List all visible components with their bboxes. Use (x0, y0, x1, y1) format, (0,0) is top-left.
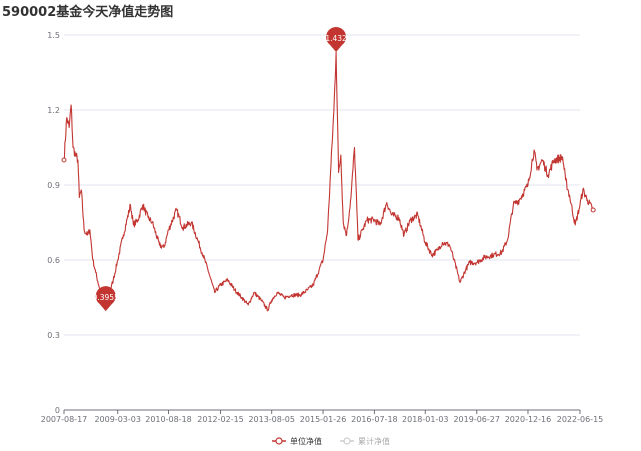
min-pin-shape (95, 286, 116, 312)
series-start-marker (61, 157, 67, 163)
min-pin-label: 0.3955 (93, 293, 119, 302)
legend-label: 累计净值 (358, 436, 390, 446)
x-tick-label: 2007-08-17 (41, 415, 88, 424)
y-tick-label: 0.6 (47, 256, 60, 265)
max-value-pin: 1.432 (325, 27, 347, 52)
min-value-pin: 0.3955 (93, 286, 119, 312)
max-pin-label: 1.432 (325, 34, 347, 43)
x-tick-label: 2009-03-03 (94, 415, 141, 424)
legend-marker (343, 437, 351, 445)
x-tick-label: 2018-01-03 (402, 415, 449, 424)
y-tick-label: 0.3 (47, 331, 60, 340)
x-tick-label: 2013-08-05 (248, 415, 295, 424)
x-tick-label: 2022-06-15 (557, 415, 604, 424)
y-tick-label: 1.2 (47, 106, 60, 115)
series-end-marker (590, 207, 596, 213)
x-tick-label: 2019-06-27 (453, 415, 500, 424)
max-pin-shape (326, 27, 347, 52)
x-tick-label: 2016-07-18 (351, 415, 398, 424)
chart-title: 590002基金今天净值走势图 (2, 5, 174, 20)
legend-marker (275, 437, 283, 445)
annotation-layer: 1.432 0.3955 (93, 27, 347, 312)
y-tick-label: 0 (55, 406, 60, 415)
legend-item-1[interactable]: 单位净值 (272, 436, 322, 446)
y-axis: 0 0.3 0.6 0.9 1.2 1.5 (47, 31, 60, 415)
series-layer (61, 51, 596, 312)
y-tick-label: 0.9 (47, 181, 60, 190)
grid-layer (64, 34, 580, 411)
x-axis: 2007-08-17 2009-03-03 2010-08-18 2012-02-15… (41, 409, 604, 424)
x-tick-label: 2015-01-26 (300, 415, 347, 424)
x-tick-label: 2010-08-18 (145, 415, 192, 424)
legend-label: 单位净值 (290, 436, 322, 446)
x-tick-label: 2012-02-15 (197, 415, 244, 424)
legend[interactable]: 单位净值 累计净值 (272, 436, 390, 446)
legend-item-2[interactable]: 累计净值 (340, 436, 390, 446)
x-tick-label: 2020-12-16 (505, 415, 552, 424)
y-tick-label: 1.5 (47, 31, 60, 40)
series-unit-nav-line (63, 51, 594, 312)
